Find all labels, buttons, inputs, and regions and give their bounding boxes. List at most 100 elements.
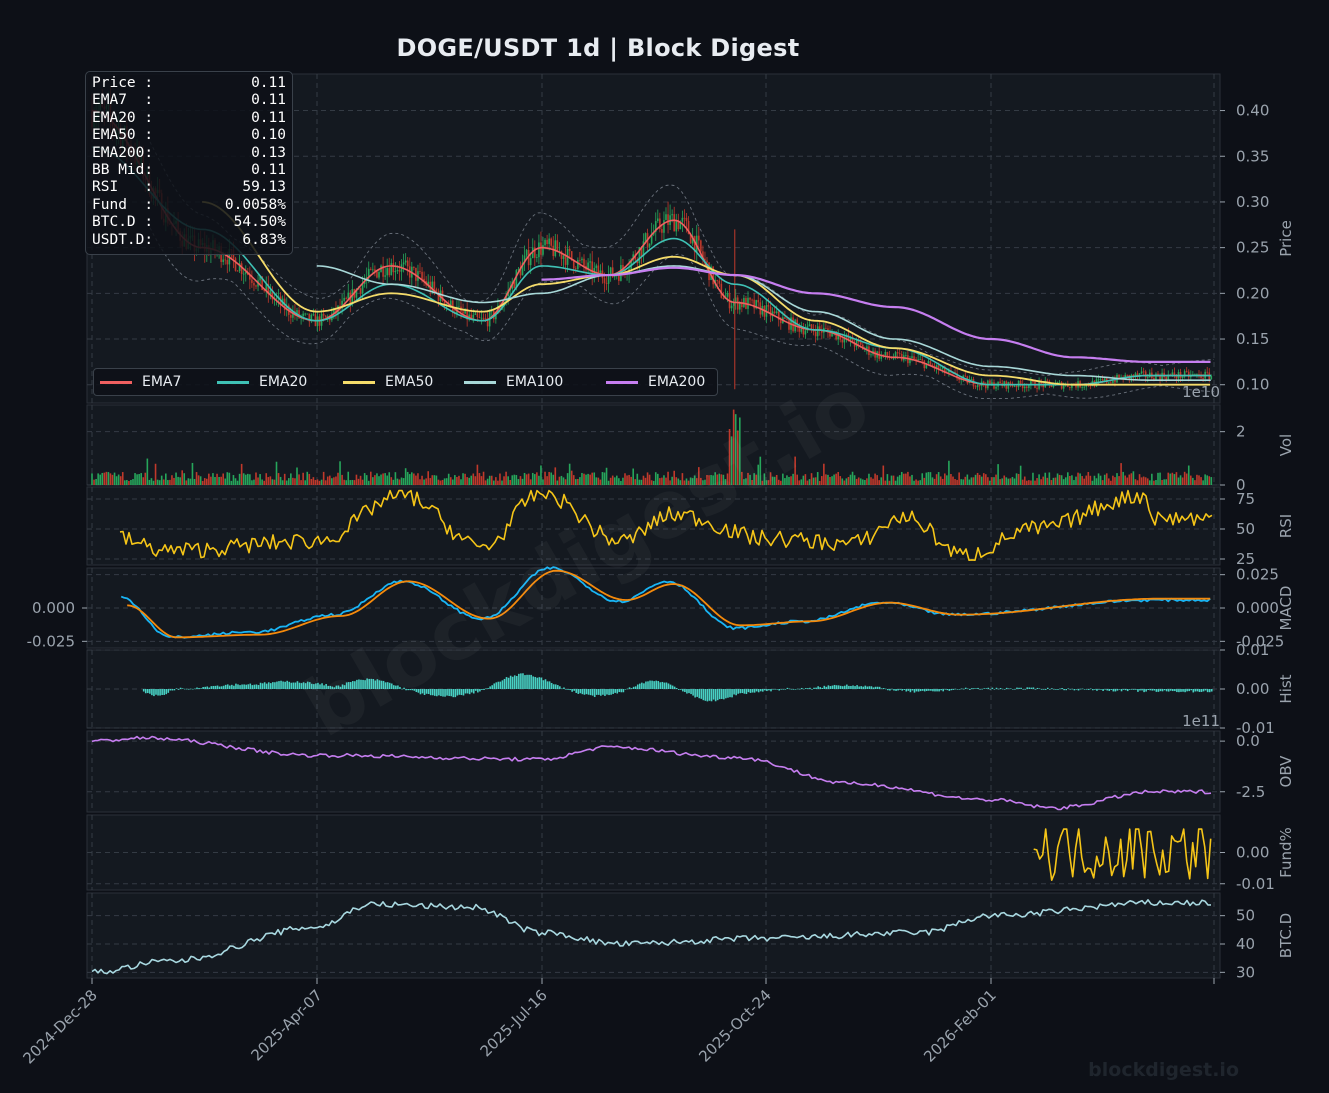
- volume-bar: [732, 409, 735, 485]
- ytick-label: 50: [1236, 520, 1255, 538]
- legend-label: EMA50: [385, 374, 434, 390]
- volume-bar: [288, 478, 290, 485]
- candle-body: [894, 352, 897, 358]
- hist-bar: [782, 689, 785, 690]
- volume-bar: [964, 476, 967, 485]
- candle-body: [568, 248, 571, 252]
- hist-bar: [1194, 689, 1197, 692]
- volume-bar: [657, 473, 659, 485]
- candle-body: [611, 267, 614, 278]
- volume-bar: [392, 479, 395, 485]
- candle-body: [882, 354, 885, 356]
- hist-bar: [1161, 689, 1164, 692]
- candle-body: [962, 375, 965, 378]
- candle-body: [396, 270, 399, 271]
- candle-body: [589, 261, 591, 263]
- ytick-label: 0.15: [1236, 330, 1269, 348]
- candle-body: [562, 255, 565, 259]
- volume-bar: [989, 480, 991, 485]
- volume-bar: [620, 480, 622, 485]
- candle-body: [706, 260, 708, 263]
- candle-body: [253, 282, 255, 286]
- hist-bar: [638, 683, 641, 689]
- hist-bar: [550, 682, 553, 689]
- hist-bar: [587, 689, 590, 695]
- volume-bar: [365, 475, 368, 485]
- volume-bar: [1173, 474, 1176, 485]
- volume-bar: [203, 478, 206, 485]
- volume-bar: [1159, 472, 1161, 485]
- volume-bar: [189, 478, 192, 485]
- volume-bar: [103, 472, 106, 485]
- hist-bar: [1016, 687, 1018, 689]
- hist-bar: [770, 689, 772, 692]
- volume-bar: [634, 479, 637, 485]
- volume-bar: [595, 477, 598, 485]
- hist-bar: [1100, 689, 1102, 690]
- candle-body: [1181, 376, 1184, 378]
- hist-bar: [577, 689, 580, 694]
- hist-bar: [366, 678, 368, 689]
- volume-bar: [177, 476, 179, 485]
- hist-bar: [1003, 689, 1006, 690]
- info-row: BTC.D : 54.50%: [92, 214, 286, 232]
- hist-bar: [157, 689, 159, 696]
- hist-bar: [1065, 689, 1067, 691]
- volume-bar: [874, 473, 876, 485]
- volume-bar: [417, 473, 419, 485]
- volume-bar: [898, 475, 901, 485]
- volume-bar: [462, 473, 464, 485]
- volume-bar: [792, 473, 794, 485]
- xtick-label: 2026-Feb-01: [920, 986, 1000, 1066]
- volume-bar: [265, 473, 268, 485]
- hist-bar: [310, 683, 313, 689]
- volume-bar: [1054, 477, 1057, 485]
- volume-bar: [1003, 475, 1006, 485]
- volume-bar: [675, 477, 678, 485]
- volume-bar: [193, 478, 196, 485]
- hist-bar: [878, 686, 881, 689]
- hist-bar: [1206, 689, 1209, 693]
- candle-body: [308, 313, 311, 322]
- hist-bar: [524, 675, 526, 689]
- volume-bar: [115, 476, 118, 485]
- volume-bar: [154, 463, 157, 485]
- volume-bar: [683, 480, 686, 485]
- hist-bar: [585, 689, 588, 695]
- axis-label-hist: Hist: [1277, 674, 1295, 703]
- hist-bar: [1182, 689, 1184, 692]
- volume-bar: [1042, 476, 1044, 485]
- hist-bar: [884, 688, 887, 690]
- hist-bar: [159, 689, 161, 696]
- hist-bar: [581, 689, 584, 695]
- hist-bar: [556, 685, 559, 689]
- volume-bar: [978, 474, 981, 485]
- hist-bar: [489, 686, 491, 689]
- volume-bar: [329, 475, 331, 485]
- hist-bar: [327, 685, 329, 689]
- volume-bar: [333, 477, 335, 485]
- candle-body: [689, 233, 692, 244]
- volume-bar: [872, 478, 874, 485]
- volume-bar: [808, 479, 811, 485]
- bollinger-upper: [149, 141, 1215, 377]
- candle-body: [917, 359, 919, 361]
- candle-body: [388, 268, 391, 276]
- hist-bar: [917, 689, 920, 692]
- volume-bar: [302, 472, 304, 485]
- volume-bar: [480, 476, 483, 485]
- volume-bar: [691, 478, 694, 485]
- volume-bar: [1075, 476, 1077, 485]
- volume-bar: [720, 474, 723, 485]
- volume-bar: [767, 480, 770, 485]
- hist-bar: [358, 679, 360, 689]
- hist-bar: [901, 689, 903, 691]
- candle-body: [1206, 371, 1208, 373]
- hist-bar: [233, 685, 235, 689]
- hist-bar: [641, 682, 643, 689]
- hist-bar: [495, 682, 498, 689]
- hist-bar: [243, 684, 245, 689]
- hist-bar: [757, 689, 760, 693]
- candle-body: [677, 220, 680, 230]
- volume-bar: [523, 472, 526, 485]
